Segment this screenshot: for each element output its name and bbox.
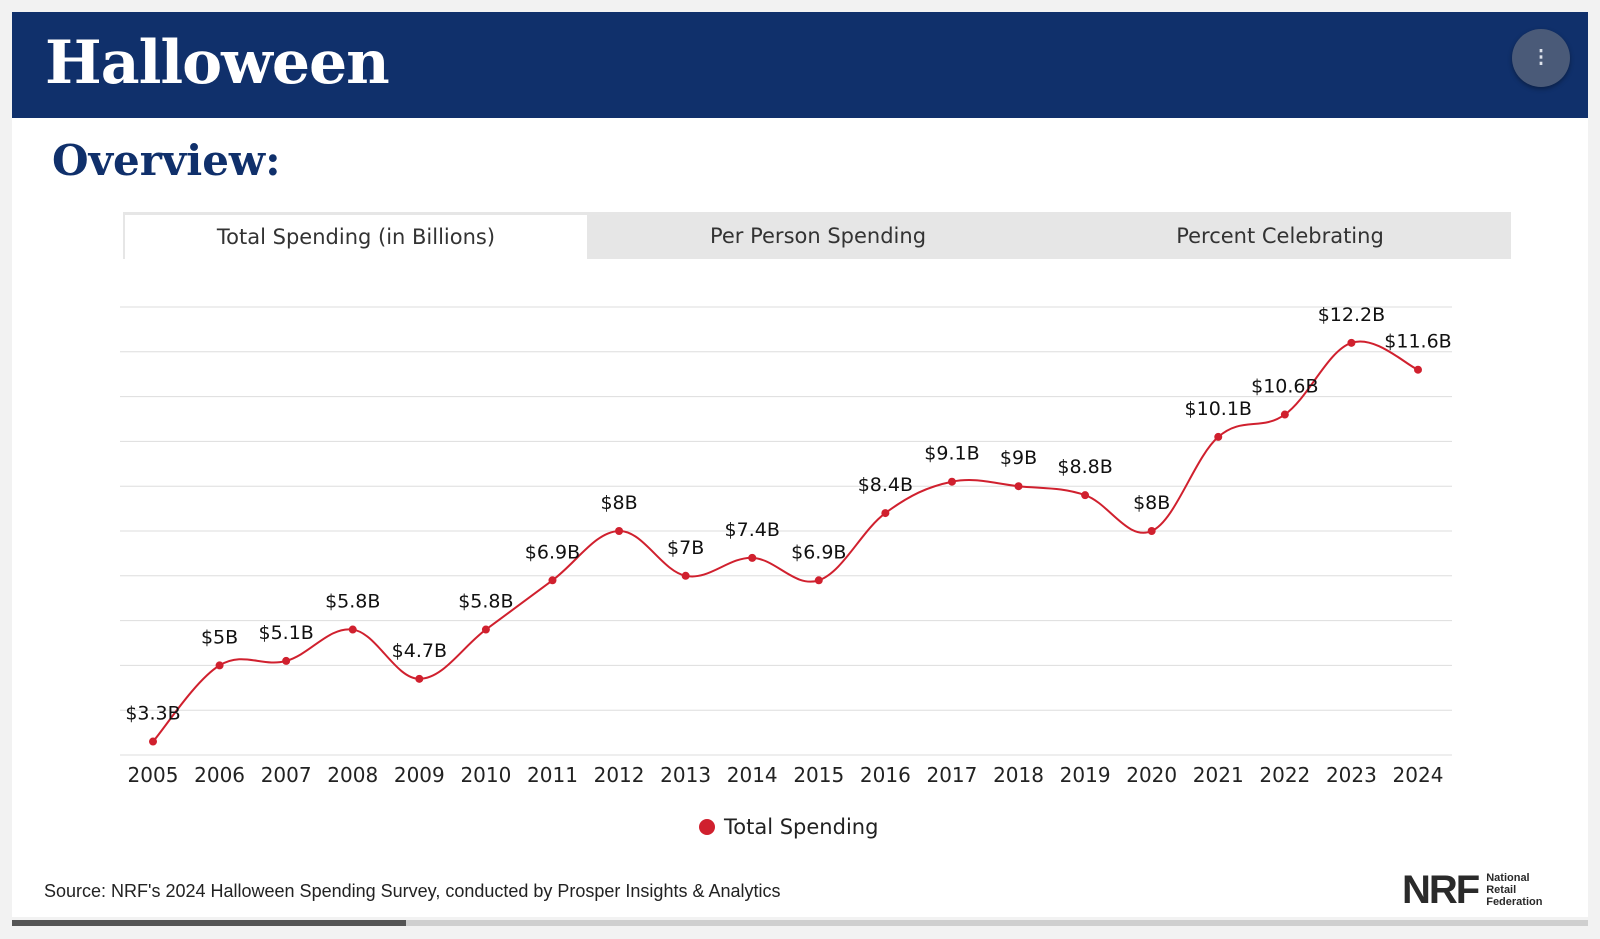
x-tick-label: 2016	[860, 763, 911, 787]
x-tick-label: 2010	[460, 763, 511, 787]
source-note: Source: NRF's 2024 Halloween Spending Su…	[44, 881, 781, 901]
data-point[interactable]	[1014, 482, 1023, 491]
tab-bar: Total Spending (in Billions) Per Person …	[123, 212, 1511, 259]
x-tick-label: 2015	[793, 763, 844, 787]
header-bar: Halloween ⁝	[12, 12, 1588, 118]
data-label: $12.2B	[1318, 304, 1385, 326]
data-label: $5B	[201, 626, 238, 648]
data-point[interactable]	[1081, 491, 1090, 500]
x-tick-label: 2013	[660, 763, 711, 787]
x-tick-label: 2022	[1259, 763, 1310, 787]
progress-fill	[12, 920, 406, 926]
data-label: $8.4B	[858, 474, 913, 496]
x-tick-label: 2020	[1126, 763, 1177, 787]
data-points	[149, 338, 1422, 746]
x-tick-label: 2006	[194, 763, 245, 787]
tab-percent-celebrating[interactable]: Percent Celebrating	[1176, 223, 1384, 248]
x-tick-label: 2018	[993, 763, 1044, 787]
tab-per-person-spending[interactable]: Per Person Spending	[709, 223, 927, 248]
data-point[interactable]	[814, 576, 823, 585]
x-tick-label: 2017	[926, 763, 977, 787]
data-label: $9B	[1000, 447, 1037, 469]
data-point[interactable]	[481, 625, 490, 634]
logo-text: National Retail Federation	[1486, 872, 1543, 908]
data-point[interactable]	[215, 661, 224, 670]
data-point[interactable]	[681, 571, 690, 580]
data-point[interactable]	[1214, 432, 1223, 441]
data-point[interactable]	[1347, 338, 1356, 347]
data-label: $9.1B	[924, 443, 979, 465]
data-label: $8B	[1133, 492, 1170, 514]
data-point[interactable]	[548, 576, 557, 585]
legend[interactable]: Total Spending	[699, 815, 878, 839]
data-label: $6.9B	[525, 541, 580, 563]
data-point[interactable]	[149, 737, 157, 746]
data-label: $8.8B	[1057, 456, 1112, 478]
page-title: Halloween	[45, 28, 390, 98]
data-label: $5.8B	[325, 591, 380, 613]
data-label: $4.7B	[392, 640, 447, 662]
x-tick-label: 2014	[727, 763, 778, 787]
data-label: $5.8B	[458, 591, 513, 613]
x-tick-label: 2005	[128, 763, 179, 787]
data-label: $7B	[667, 537, 704, 559]
x-tick-label: 2019	[1060, 763, 1111, 787]
x-axis: 2005 2006 2007 2008 2009 2010 2011 2012 2013 2014…	[128, 763, 1444, 787]
data-label: $7.4B	[725, 519, 780, 541]
data-point[interactable]	[615, 527, 624, 535]
data-label: $10.6B	[1251, 376, 1318, 398]
progress-bar	[12, 920, 1588, 926]
grid-lines	[120, 306, 1452, 756]
data-point[interactable]	[1147, 527, 1156, 535]
slide: Halloween ⁝ Overview: Total Spending (in…	[12, 12, 1588, 917]
x-tick-label: 2009	[394, 763, 445, 787]
data-label: $11.6B	[1384, 331, 1451, 353]
data-point[interactable]	[348, 625, 357, 634]
nrf-logo: NRF National Retail Federation	[1402, 870, 1542, 910]
data-point[interactable]	[1280, 410, 1289, 419]
line-chart: 2005 2006 2007 2008 2009 2010 2011 2012 2013 2014…	[120, 304, 1452, 839]
data-labels: $3.3B $5B $5.1B $5.8B $4.7B $5.8B $6.9B $8B $7B $…	[125, 304, 1451, 725]
legend-marker	[699, 819, 715, 835]
menu-button[interactable]: ⁝	[1512, 29, 1570, 87]
x-tick-label: 2007	[261, 763, 312, 787]
x-tick-label: 2021	[1193, 763, 1244, 787]
data-label: $5.1B	[258, 622, 313, 644]
data-point[interactable]	[881, 509, 890, 518]
data-point[interactable]	[947, 477, 956, 486]
data-label: $3.3B	[125, 703, 180, 725]
menu-icon: ⁝	[1536, 43, 1546, 73]
x-tick-label: 2008	[327, 763, 378, 787]
x-tick-label: 2024	[1393, 763, 1444, 787]
section-title: Overview:	[52, 136, 281, 185]
data-point[interactable]	[1414, 365, 1422, 374]
data-point[interactable]	[415, 674, 424, 683]
x-tick-label: 2023	[1326, 763, 1377, 787]
data-point[interactable]	[748, 553, 757, 562]
data-label: $6.9B	[791, 541, 846, 563]
data-label: $10.1B	[1185, 398, 1252, 420]
logo-mark: NRF	[1402, 868, 1480, 912]
data-label: $8B	[600, 492, 637, 514]
x-tick-label: 2011	[527, 763, 578, 787]
tab-total-spending[interactable]: Total Spending (in Billions)	[123, 212, 587, 259]
data-point[interactable]	[282, 656, 291, 665]
x-tick-label: 2012	[594, 763, 645, 787]
legend-label: Total Spending	[723, 815, 878, 839]
